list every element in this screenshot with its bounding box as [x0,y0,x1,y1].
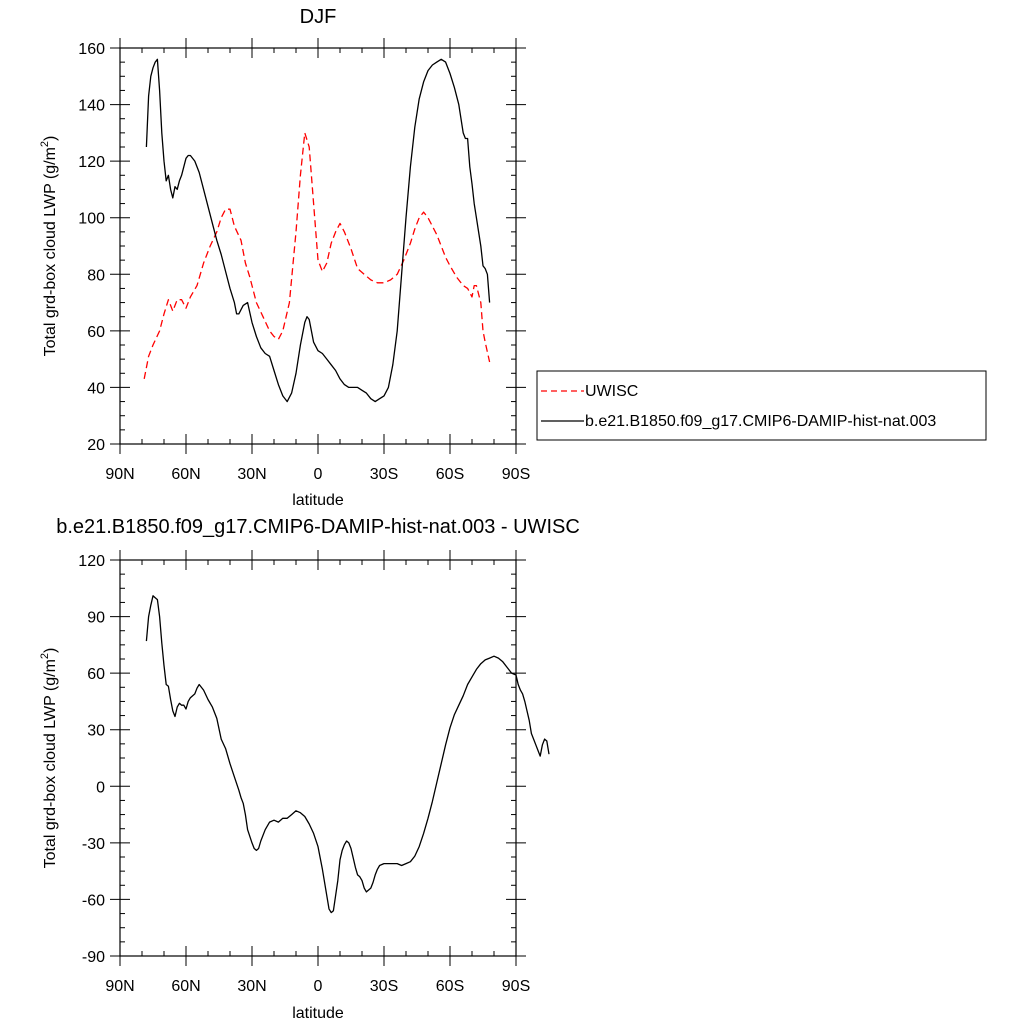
bottom-xlabel: latitude [292,1005,344,1022]
bottom-x-tick-label: 60S [436,978,464,995]
bottom-x-tick-label: 60N [171,978,200,995]
bottom-tick-labels: 90N 60N 30N 0 30S 60S 90S -90 -60 -30 0 30 60 90 120 [78,553,530,995]
bottom-y-tick-label: -30 [82,836,105,853]
top-x-tick-label: 90N [105,466,134,483]
bottom-ylabel-sup: 2 [39,653,51,659]
bottom-series-group [145,595,550,914]
top-axis-ticks [110,38,526,454]
top-ylabel-close: ) [42,136,59,141]
top-y-tick-label: 100 [78,211,105,228]
bottom-y-tick-label: 90 [87,610,105,627]
top-y-tick-label: 60 [87,324,105,341]
panel-difference: b.e21.B1850.f09_g17.CMIP6-DAMIP-hist-nat… [39,516,580,1022]
bottom-y-tick-label: 60 [87,666,105,683]
top-x-tick-label: 60S [436,466,464,483]
bottom-x-tick-label: 90N [105,978,134,995]
bottom-ylabel-close: ) [42,648,59,653]
top-y-tick-label: 80 [87,267,105,284]
legend-label-model: b.e21.B1850.f09_g17.CMIP6-DAMIP-hist-nat… [585,413,936,430]
top-series-line-0 [143,132,491,380]
top-x-tick-label: 30S [370,466,398,483]
top-series-group [143,58,491,403]
bottom-y-tick-label: -90 [82,949,105,966]
top-y-tick-label: 140 [78,98,105,115]
bottom-x-tick-label: 0 [314,978,323,995]
legend-label-uwisc: UWISC [585,383,638,400]
top-ylabel-sup: 2 [39,141,51,147]
top-y-tick-label: 20 [87,437,105,454]
top-plot-frame [119,47,517,445]
top-ylabel: Total grd-box cloud LWP (g/m2) [39,136,59,357]
bottom-x-tick-label: 30S [370,978,398,995]
bottom-x-tick-label: 30N [237,978,266,995]
bottom-y-tick-label: -60 [82,892,105,909]
bottom-y-tick-label: 120 [78,553,105,570]
bottom-plot-frame [119,559,517,957]
top-xlabel: latitude [292,492,344,509]
top-y-tick-label: 120 [78,154,105,171]
top-x-tick-label: 0 [314,466,323,483]
top-y-tick-label: 40 [87,380,105,397]
top-x-tick-label: 30N [237,466,266,483]
panel-djf: DJF 90N 60N 30N 0 30S 60S 90S 20 40 60 80 100 120 140… [39,6,530,509]
top-tick-labels: 90N 60N 30N 0 30S 60S 90S 20 40 60 80 100 120 140 160 [78,41,530,483]
top-x-tick-label: 60N [171,466,200,483]
bottom-y-tick-label: 30 [87,723,105,740]
top-x-tick-label: 90S [502,466,530,483]
bottom-ylabel: Total grd-box cloud LWP (g/m2) [39,648,59,869]
bottom-y-tick-label: 0 [96,779,105,796]
legend-box [536,370,987,441]
top-series-line-1 [145,58,491,403]
top-y-tick-label: 160 [78,41,105,58]
bottom-axis-ticks [110,550,526,966]
bottom-series-line-0 [145,595,550,914]
legend: UWISC b.e21.B1850.f09_g17.CMIP6-DAMIP-hi… [536,370,987,441]
chart-title-top: DJF [300,6,337,28]
chart-title-bottom: b.e21.B1850.f09_g17.CMIP6-DAMIP-hist-nat… [56,516,580,538]
bottom-x-tick-label: 90S [502,978,530,995]
bottom-ylabel-main: Total grd-box cloud LWP (g/m [42,659,59,868]
top-ylabel-main: Total grd-box cloud LWP (g/m [42,147,59,356]
